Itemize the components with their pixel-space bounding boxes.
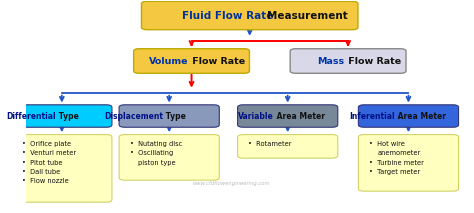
FancyBboxPatch shape <box>12 105 112 127</box>
Text: Inferential: Inferential <box>349 112 395 121</box>
Text: Type: Type <box>164 112 186 121</box>
Text: Measurement: Measurement <box>267 10 348 20</box>
Text: •  Pitot tube: • Pitot tube <box>22 160 63 166</box>
FancyBboxPatch shape <box>134 49 249 73</box>
Text: Flow Rate: Flow Rate <box>346 56 401 66</box>
Text: Displacement: Displacement <box>104 112 163 121</box>
Text: •  Hot wire: • Hot wire <box>369 141 405 147</box>
Text: anemometer: anemometer <box>377 150 420 156</box>
Text: •  Rotameter: • Rotameter <box>248 141 292 147</box>
Text: •  Oscillating: • Oscillating <box>130 150 173 156</box>
Text: www.cfdflowengineering.com: www.cfdflowengineering.com <box>193 181 271 186</box>
Text: •  Flow nozzle: • Flow nozzle <box>22 178 69 184</box>
Text: Differential: Differential <box>6 112 55 121</box>
Text: •  Turbine meter: • Turbine meter <box>369 160 424 166</box>
Text: Variable: Variable <box>238 112 274 121</box>
FancyBboxPatch shape <box>358 135 458 191</box>
FancyBboxPatch shape <box>119 105 219 127</box>
FancyBboxPatch shape <box>237 135 338 158</box>
FancyBboxPatch shape <box>290 49 406 73</box>
FancyBboxPatch shape <box>119 135 219 180</box>
FancyBboxPatch shape <box>358 105 458 127</box>
Text: Type: Type <box>56 112 79 121</box>
FancyBboxPatch shape <box>141 1 358 30</box>
Text: •  Nutating disc: • Nutating disc <box>130 141 182 147</box>
Text: •  Dall tube: • Dall tube <box>22 169 61 175</box>
Text: Volume: Volume <box>148 56 188 66</box>
Text: •  Orifice plate: • Orifice plate <box>22 141 72 147</box>
Text: piston type: piston type <box>138 160 175 166</box>
Text: •  Venturi meter: • Venturi meter <box>22 150 77 156</box>
Text: •  Target meter: • Target meter <box>369 169 420 175</box>
Text: Fluid Flow Rate: Fluid Flow Rate <box>182 10 273 20</box>
Text: Area Meter: Area Meter <box>274 112 325 121</box>
Text: Flow Rate: Flow Rate <box>189 56 245 66</box>
Text: Mass: Mass <box>318 56 345 66</box>
FancyBboxPatch shape <box>12 135 112 202</box>
Text: Area Meter: Area Meter <box>395 112 446 121</box>
FancyBboxPatch shape <box>237 105 338 127</box>
